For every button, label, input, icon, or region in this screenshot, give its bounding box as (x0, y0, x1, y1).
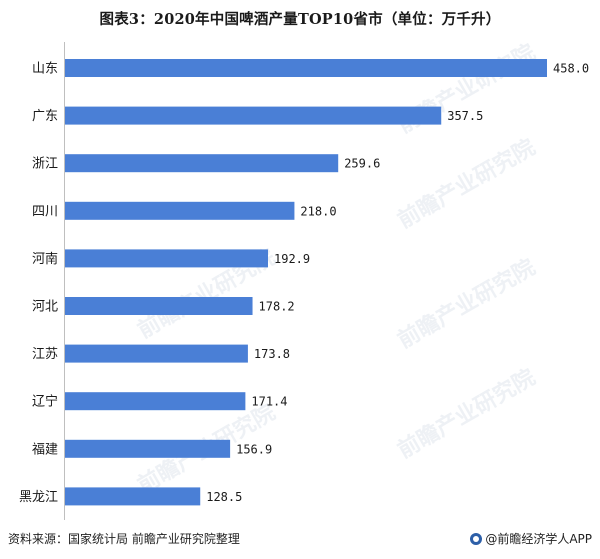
bar (65, 439, 231, 458)
category-label: 广东 (32, 109, 58, 124)
bar (65, 487, 201, 506)
bar (65, 106, 442, 125)
value-label: 173.8 (254, 347, 290, 361)
brand-logo-icon (470, 532, 483, 545)
value-label: 192.9 (274, 252, 310, 266)
bars-group: 山东 458.0 广东 357.5 浙江 259.6 四川 218.0 河南 192.9 河北 178… (19, 59, 589, 506)
value-label: 259.6 (344, 157, 380, 171)
value-label: 357.5 (447, 109, 483, 123)
watermark-text: 前瞻产业研究院 (393, 364, 539, 464)
value-label: 171.4 (251, 395, 287, 409)
value-label: 218.0 (300, 204, 336, 218)
category-label: 四川 (32, 204, 58, 219)
category-label: 河北 (32, 300, 58, 315)
value-label: 128.5 (206, 490, 242, 504)
category-label: 辽宁 (32, 394, 58, 410)
value-label: 458.0 (553, 62, 589, 76)
category-label: 黑龙江 (19, 490, 58, 505)
bar (65, 249, 269, 268)
source-note: 资料来源：国家统计局 前瞻产业研究院整理 (8, 532, 240, 546)
brand-credit: @前瞻经济学人APP (470, 530, 592, 547)
chart-title: 图表3：2020年中国啤酒产量TOP10省市（单位：万千升） (99, 11, 501, 28)
bar (65, 297, 253, 315)
category-label: 江苏 (32, 346, 58, 362)
brand-text: @前瞻经济学人APP (485, 532, 592, 546)
category-label: 福建 (32, 442, 58, 457)
bar (65, 392, 246, 411)
watermark-text: 前瞻产业研究院 (393, 254, 539, 354)
value-label: 178.2 (259, 300, 295, 314)
category-label: 浙江 (32, 157, 58, 172)
bar (65, 59, 547, 77)
bar (65, 344, 248, 363)
value-label: 156.9 (236, 442, 272, 456)
bar (65, 154, 339, 173)
category-label: 山东 (32, 62, 58, 77)
bar (65, 201, 295, 220)
watermark-text: 前瞻产业研究院 (393, 134, 539, 234)
category-label: 河南 (32, 251, 58, 267)
